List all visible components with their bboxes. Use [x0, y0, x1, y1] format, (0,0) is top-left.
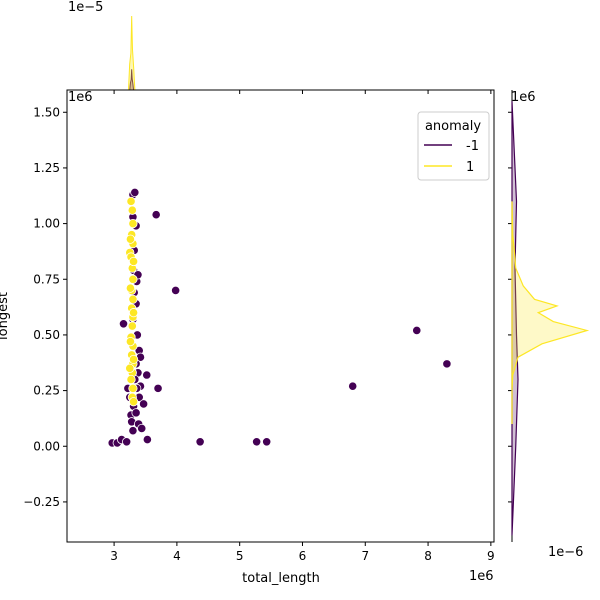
top-marginal-offset-label: 1e−5	[68, 0, 103, 15]
x-tick-label: 6	[299, 549, 307, 563]
x-tick-label: 3	[110, 549, 118, 563]
point-anomaly-neg	[252, 437, 262, 447]
y-tick-label: 0.50	[33, 328, 60, 342]
y-tick-label: 0.00	[33, 439, 60, 453]
point-anomaly-pos	[128, 274, 138, 284]
point-anomaly-pos	[128, 354, 139, 365]
point-anomaly-neg	[348, 381, 358, 391]
right-marginal-top-offset-label: 1e6	[511, 90, 536, 105]
point-anomaly-pos	[127, 205, 137, 215]
point-anomaly-pos	[128, 383, 138, 393]
y-offset-label: 1e6	[68, 90, 93, 105]
legend-title: anomaly	[425, 119, 481, 134]
right-marginal	[508, 90, 590, 542]
point-anomaly-neg	[442, 359, 452, 369]
point-anomaly-neg	[412, 325, 422, 336]
point-anomaly-neg	[142, 434, 152, 445]
x-offset-label: 1e6	[469, 569, 494, 584]
y-tick-label: −0.25	[23, 495, 60, 509]
point-anomaly-neg	[137, 423, 147, 434]
point-anomaly-neg	[128, 426, 138, 436]
point-anomaly-pos	[128, 294, 138, 304]
point-anomaly-pos	[128, 218, 138, 229]
legend-label-neg: -1	[466, 139, 479, 154]
point-anomaly-pos	[128, 397, 139, 407]
plot-frame	[66, 89, 495, 543]
x-tick-label: 4	[173, 549, 181, 563]
y-tick-label: 1.00	[33, 217, 60, 231]
point-anomaly-pos	[125, 283, 136, 293]
point-anomaly-pos	[125, 234, 136, 244]
x-tick-label: 9	[487, 549, 495, 563]
point-anomaly-neg	[151, 210, 161, 220]
y-tick-label: 1.25	[33, 161, 60, 175]
right-kde-neg	[511, 101, 519, 536]
point-anomaly-pos	[125, 337, 136, 347]
y-tick-label: 0.25	[33, 384, 60, 398]
right-kde-pos	[511, 201, 590, 424]
point-anomaly-neg	[118, 319, 129, 329]
main-axes: 3 4 5 6 7 8 9 −0.25 0.00 0.25 0.50 0.75 1.00 1.25 1.50	[23, 105, 494, 563]
y-tick-label: 0.75	[33, 272, 60, 286]
point-anomaly-pos	[127, 321, 137, 331]
point-anomaly-pos	[125, 363, 135, 373]
point-anomaly-neg	[130, 187, 140, 198]
point-anomaly-neg	[195, 437, 205, 447]
point-anomaly-neg	[131, 408, 141, 418]
point-anomaly-neg	[122, 437, 132, 447]
point-anomaly-neg	[153, 383, 163, 393]
point-anomaly-pos	[128, 256, 139, 267]
top-marginal	[67, 15, 494, 94]
x-tick-label: 8	[424, 549, 432, 563]
point-anomaly-neg	[142, 370, 152, 380]
point-anomaly-neg	[171, 285, 181, 295]
y-axis-label: longest	[0, 292, 11, 340]
point-anomaly-pos	[126, 374, 136, 385]
legend-box	[417, 111, 490, 181]
top-kde-pos	[127, 15, 136, 91]
point-anomaly-pos	[126, 196, 136, 206]
x-tick-label: 5	[236, 549, 244, 563]
point-anomaly-pos	[128, 308, 139, 318]
scatter-points	[107, 187, 452, 448]
y-tick-label: 1.50	[33, 105, 60, 119]
legend: anomaly -1 1	[417, 111, 490, 181]
right-marginal-offset-label: 1e−6	[548, 545, 583, 560]
legend-label-pos: 1	[466, 160, 474, 175]
top-kde-neg	[129, 69, 135, 91]
point-anomaly-neg	[262, 437, 272, 447]
x-axis-label: total_length	[242, 571, 320, 586]
x-tick-label: 7	[361, 549, 369, 563]
point-anomaly-neg	[139, 399, 149, 409]
